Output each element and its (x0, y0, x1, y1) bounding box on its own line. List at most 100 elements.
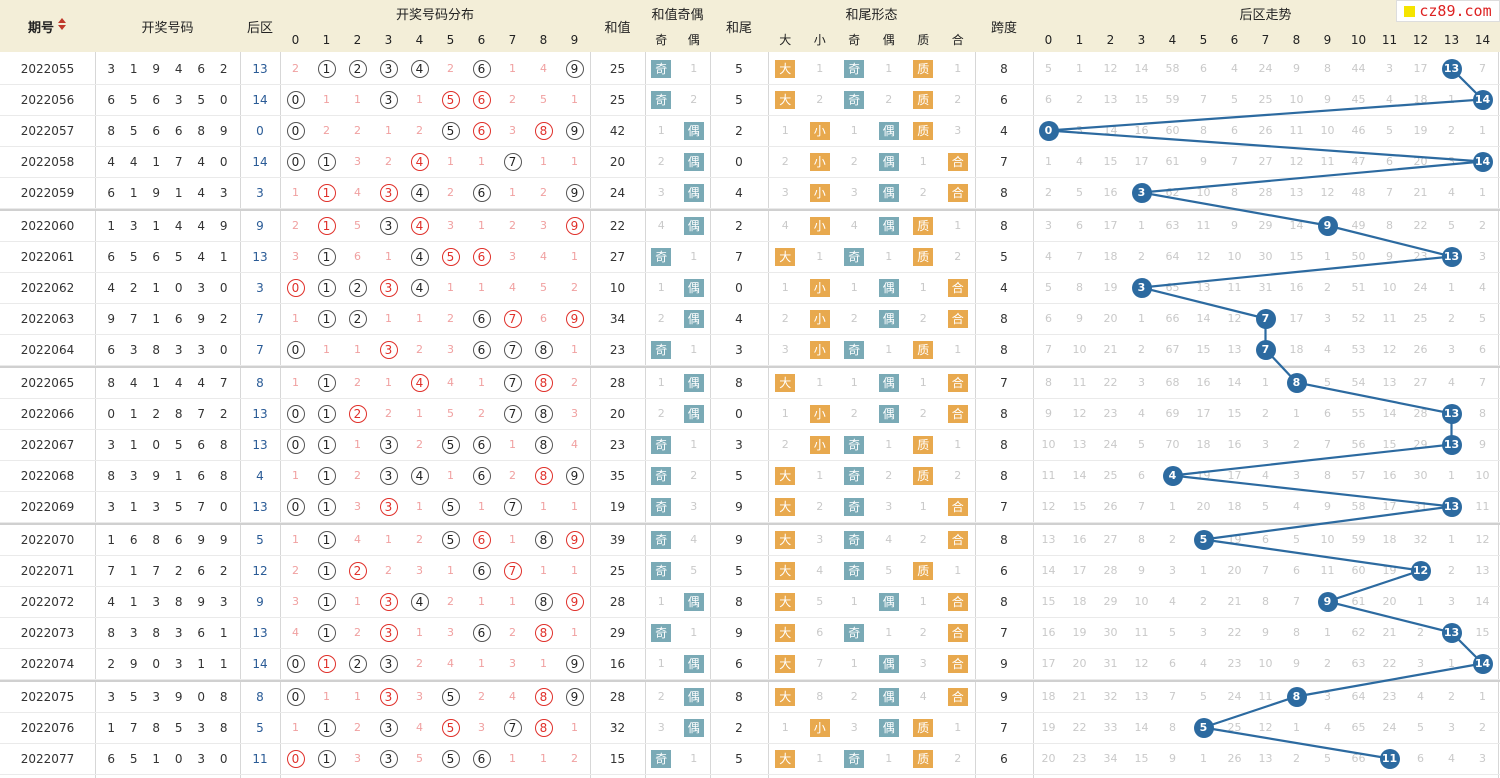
dist-miss-count: 1 (540, 564, 547, 577)
composite-tag: 合 (947, 404, 968, 423)
repeat-number-ball: 8 (534, 121, 553, 140)
trend-cell: 9 (1324, 93, 1331, 106)
issue-number: 2022062 (20, 280, 75, 295)
draw-digit: 3 (129, 342, 138, 357)
draw-digit: 9 (174, 689, 183, 704)
draw-digit: 3 (107, 437, 116, 452)
row-divider (0, 146, 1500, 147)
issue-number: 2022076 (20, 720, 75, 735)
trend-cell: 51 (1351, 281, 1366, 294)
sum-tail-value: 0 (735, 154, 743, 169)
site-logo[interactable]: cz89.com (1396, 0, 1500, 22)
sum-parity-cell: 偶 (678, 586, 711, 617)
trend-cell: 49 (1351, 219, 1366, 232)
group-divider (0, 680, 1500, 682)
small-tag: 小 (809, 340, 830, 359)
tail-shape-cell: 2 (954, 469, 962, 482)
dist-cell: 7 (497, 398, 528, 429)
row-divider (0, 522, 1500, 523)
trend-cell: 8 (1076, 281, 1083, 294)
dist-miss-count: 2 (416, 124, 423, 137)
back-zone-number: 8 (256, 689, 264, 704)
draw-digit: 1 (152, 218, 161, 233)
trend-col-8: 8 (1281, 27, 1312, 52)
trend-cell: 16 (1382, 469, 1397, 482)
dist-cell: 6 (466, 115, 497, 146)
dist-miss-count: 2 (385, 155, 392, 168)
sum-parity-cell: 2 (690, 469, 698, 482)
trend-cell: 2 (1262, 407, 1269, 420)
draw-digit: 6 (107, 751, 116, 766)
trend-cell: 18 (1227, 500, 1242, 513)
trend-cell: 11 (1072, 376, 1087, 389)
trend-cell: 16 (1041, 626, 1056, 639)
dist-miss-count: 1 (540, 657, 547, 670)
dist-cell: 0 (280, 115, 311, 146)
sum-parity-cell: 偶 (678, 303, 711, 334)
even-tag: 偶 (878, 654, 899, 673)
trend-cell: 34 (1103, 752, 1118, 765)
draw-digit: 5 (129, 689, 138, 704)
sum-value: 15 (609, 751, 626, 766)
row-divider (0, 84, 1500, 85)
sort-arrows-icon[interactable] (57, 17, 67, 35)
tail-shape-cell: 大 (768, 586, 803, 617)
draw-digit: 7 (174, 154, 183, 169)
sum-parity-cell: 1 (657, 281, 665, 294)
odd-tag: 奇 (651, 59, 672, 78)
drawn-number-ball: 3 (379, 59, 398, 78)
issue-number: 2022058 (20, 154, 75, 169)
tail-shape-cell: 2 (850, 690, 858, 703)
dist-cell: 4 (404, 586, 435, 617)
draw-digit: 1 (152, 311, 161, 326)
sum-tail-value: 6 (735, 656, 743, 671)
draw-digit: 8 (174, 406, 183, 421)
tail-shape-cell: 2 (919, 626, 927, 639)
tail-shape-prime-header: 质 (906, 27, 941, 52)
trend-cell: 10 (1227, 250, 1242, 263)
trend-cell: 16 (1072, 533, 1087, 546)
even-tag: 偶 (878, 278, 899, 297)
trend-cell: 22 (1103, 376, 1118, 389)
trend-cell: 15 (1072, 500, 1087, 513)
trend-cell: 6 (1200, 62, 1207, 75)
draw-digit: 0 (152, 656, 161, 671)
trend-cell: 17 (1382, 500, 1397, 513)
even-tag: 偶 (683, 373, 704, 392)
trend-cell: 2 (1138, 250, 1145, 263)
even-tag: 偶 (683, 121, 704, 140)
dist-miss-count: 1 (478, 657, 485, 670)
draw-digit: 9 (219, 218, 228, 233)
drawn-number-ball: 0 (286, 340, 305, 359)
draw-digit: 1 (107, 218, 116, 233)
column-divider (1033, 0, 1034, 778)
dist-cell: 6 (466, 617, 497, 648)
column-header-issue[interactable]: 期号 (0, 0, 95, 52)
draw-digit: 9 (107, 311, 116, 326)
dist-miss-count: 5 (416, 752, 423, 765)
dist-miss-count: 2 (509, 93, 516, 106)
trend-cell: 31 (1258, 281, 1273, 294)
dist-cell: 6 (466, 303, 497, 334)
dist-miss-count: 1 (540, 500, 547, 513)
row-divider (0, 774, 1500, 775)
even-tag: 偶 (878, 687, 899, 706)
dist-miss-count: 1 (509, 595, 516, 608)
drawn-number-ball: 6 (472, 309, 491, 328)
sum-tail-value: 2 (735, 720, 743, 735)
draw-digit: 2 (219, 406, 228, 421)
trend-cell: 1 (1045, 155, 1052, 168)
draw-digit: 8 (107, 468, 116, 483)
drawn-number-ball: 1 (317, 278, 336, 297)
dist-miss-count: 2 (447, 62, 454, 75)
dist-miss-count: 2 (509, 626, 516, 639)
tail-shape-cell: 1 (954, 343, 962, 356)
tail-shape-cell: 大 (768, 241, 803, 272)
drawn-number-ball: 4 (410, 59, 429, 78)
trend-cell: 17 (1103, 219, 1118, 232)
even-tag: 偶 (683, 183, 704, 202)
draw-digit: 7 (152, 563, 161, 578)
tail-shape-cell: 大 (768, 743, 803, 774)
trend-cell: 26 (1103, 500, 1118, 513)
dist-miss-count: 1 (416, 500, 423, 513)
